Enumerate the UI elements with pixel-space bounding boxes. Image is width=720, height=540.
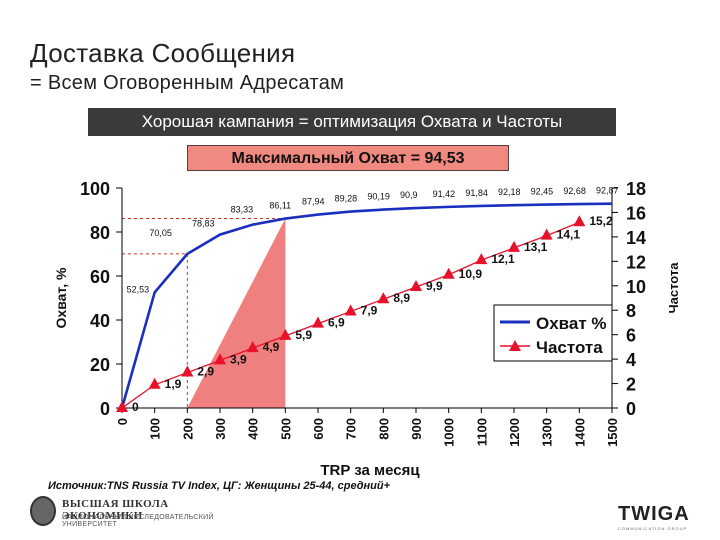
y-tick-label-right: 8 [626,301,636,321]
page-subtitle: = Всем Оговоренным Адресатам [30,72,345,94]
frequency-point [540,228,553,240]
frequency-data-label: 7,9 [361,303,378,317]
frequency-point [344,304,357,316]
y-tick-label-right: 0 [626,399,636,419]
x-tick-label: 1500 [605,418,620,447]
frequency-data-label: 8,9 [393,291,410,305]
twiga-wordmark: TWIGA [618,503,690,525]
frequency-data-label: 14,1 [557,228,581,242]
reach-data-label: 92,45 [531,187,554,197]
x-tick-label: 600 [311,418,326,440]
frequency-point [181,365,194,377]
reach-data-label: 83,33 [231,205,254,215]
x-tick-label: 1300 [540,418,555,447]
page-title: Доставка Сообщения [30,38,296,68]
y-tick-label-right: 18 [626,179,646,199]
reach-data-label: 52,53 [127,284,150,294]
highlight-triangle [187,218,286,408]
y-tick-label-left: 0 [100,399,110,419]
source-note: Источник:TNS Russia TV Index, ЦГ: Женщин… [48,480,391,492]
x-tick-label: 1200 [507,418,522,447]
y-axis-label-left: Охват, % [53,267,69,328]
frequency-point [508,240,520,252]
legend-box [493,304,613,362]
frequency-data-label: 15,2 [589,214,613,228]
reach-data-label: 70,05 [149,228,172,238]
hse-subtitle: НАЦИОНАЛЬНЫЙ ИССЛЕДОВАТЕЛЬСКИЙ УНИВЕРСИТ… [62,514,214,528]
frequency-data-label: 13,1 [524,240,548,254]
x-tick-label: 1400 [572,418,587,447]
x-tick-label: 800 [376,418,391,440]
y-tick-label-left: 20 [90,355,110,375]
frequency-data-label: 9,9 [426,279,443,293]
x-tick-label: 700 [344,418,359,440]
y-tick-label-right: 6 [626,326,636,346]
legend-frequency-label: Частота [536,338,603,357]
frequency-point [475,253,488,265]
frequency-data-label: 6,9 [328,316,345,330]
x-tick-label: 300 [213,418,228,440]
max-reach-box: Максимальный Охват = 94,53 [187,145,509,171]
reach-data-label: 91,84 [465,188,488,198]
frequency-point [148,377,161,389]
x-tick-label: 1000 [442,418,457,447]
reach-data-label: 92,18 [498,187,521,197]
x-tick-label: 0 [115,418,130,425]
x-axis-label: TRP за месяц [320,462,420,479]
frequency-point [214,353,226,365]
reach-data-label: 86,11 [269,201,291,211]
legend-reach-label: Охват % [536,314,607,333]
reach-data-label: 91,42 [433,189,456,199]
y-tick-label-right: 10 [626,277,646,297]
reach-data-label: 78,83 [192,219,215,229]
frequency-data-label: 12,1 [491,252,515,266]
frequency-point [442,267,455,279]
reach-data-label: 90,19 [367,192,390,202]
frequency-point [410,280,422,291]
frequency-point [116,401,128,412]
frequency-data-label: 2,9 [197,365,214,379]
x-tick-label: 500 [278,418,293,440]
y-tick-label-right: 2 [626,375,636,395]
reach-data-label: 92,87 [596,186,619,196]
legend-frequency-marker [509,340,521,351]
y-tick-label-left: 80 [90,223,110,243]
frequency-point [312,316,324,328]
frequency-data-label: 4,9 [263,340,280,354]
y-tick-label-left: 100 [80,179,110,199]
frequency-point [246,341,259,353]
y-tick-label-left: 60 [90,267,110,287]
y-axis-label-right: Частота [666,262,681,314]
y-tick-label-right: 16 [626,203,646,223]
frequency-data-label: 5,9 [295,328,312,342]
y-tick-label-right: 4 [626,350,636,370]
hse-emblem-icon [30,496,56,526]
frequency-point [279,328,292,340]
reach-data-label: 89,28 [335,194,358,204]
y-tick-label-left: 40 [90,311,110,331]
reach-line [120,202,613,409]
frequency-data-label: 3,9 [230,352,247,366]
reach-data-label: 87,94 [302,197,325,207]
x-tick-label: 200 [180,418,195,440]
x-tick-label: 1100 [474,418,489,446]
x-tick-label: 100 [148,418,163,440]
frequency-data-label: 10,9 [459,267,483,281]
x-tick-label: 900 [409,418,424,440]
banner: Хорошая кампания = оптимизация Охвата и … [88,108,616,136]
reach-data-label: 90,9 [400,190,418,200]
twiga-subtitle: COMMUNICATION GROUP [618,526,688,531]
frequency-data-label: 1,9 [165,377,182,391]
reach-data-label: 92,68 [563,186,586,196]
hse-logo: ВЫСШАЯ ШКОЛА ЭКОНОМИКИ НАЦИОНАЛЬНЫЙ ИССЛ… [30,496,250,532]
frequency-point [377,292,390,304]
twiga-logo: TWIGA COMMUNICATION GROUP [618,503,690,531]
hse-name: ВЫСШАЯ ШКОЛА ЭКОНОМИКИ [62,498,169,522]
frequency-point [573,215,586,227]
y-tick-label-right: 12 [626,252,646,272]
x-tick-label: 400 [246,418,261,440]
frequency-data-label: 0 [132,400,139,414]
y-tick-label-right: 14 [626,228,646,248]
